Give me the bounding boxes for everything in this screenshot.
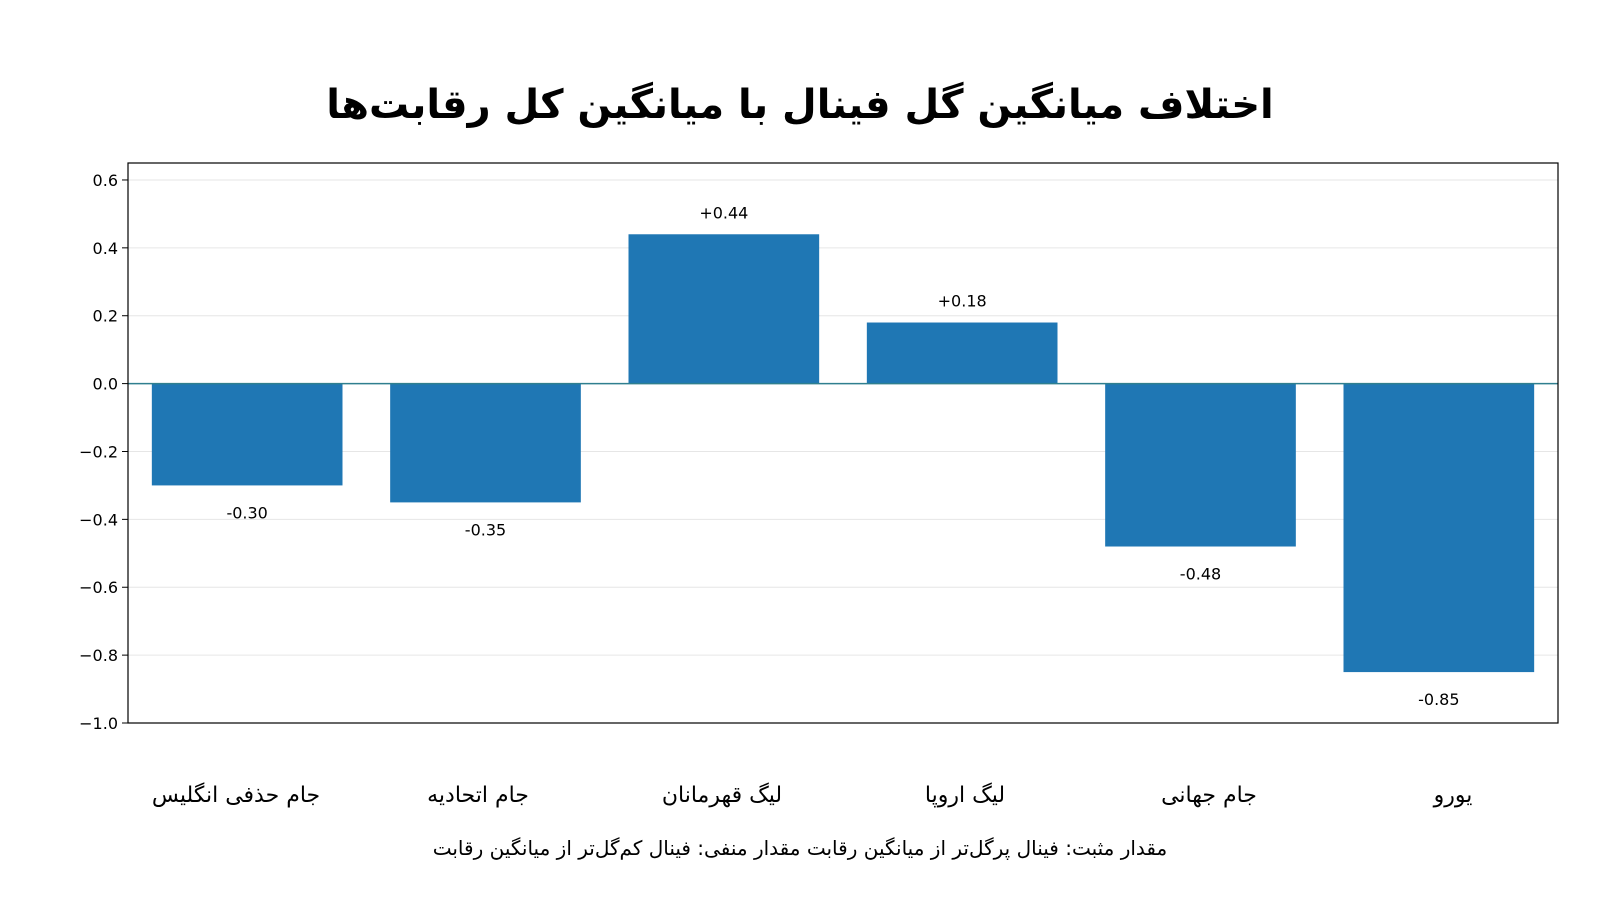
data-labels: -0.30 -0.35 +0.44 +0.18 -0.48 -0.85 bbox=[226, 203, 1459, 709]
category-label: لیگ قهرمانان bbox=[662, 782, 782, 808]
bar bbox=[390, 383, 581, 503]
y-tick-label: −0.8 bbox=[79, 646, 118, 665]
y-tick-label: −1.0 bbox=[79, 714, 118, 733]
bar bbox=[151, 383, 343, 486]
bar bbox=[1343, 383, 1535, 673]
y-tick-label: −0.2 bbox=[79, 442, 118, 461]
y-tick-label: −0.6 bbox=[79, 578, 118, 597]
y-tick-label: 0.4 bbox=[93, 239, 118, 258]
bar bbox=[1105, 383, 1296, 547]
bar bbox=[628, 234, 820, 384]
chart-title: اختلاف میانگین گل فینال با میانگین کل رق… bbox=[326, 81, 1274, 128]
x-axis-labels: جام حذفی انگلیس جام اتحادیه لیگ قهرمانان لی… bbox=[152, 782, 1473, 808]
bar-value-label: +0.18 bbox=[938, 292, 987, 311]
bar-value-label: -0.85 bbox=[1418, 690, 1459, 709]
bar-value-label: -0.48 bbox=[1180, 565, 1221, 584]
y-tick-label: 0.6 bbox=[93, 171, 118, 190]
y-tick-label: 0.2 bbox=[93, 307, 118, 326]
category-label: یورو bbox=[1433, 783, 1473, 808]
y-tick-label: 0.0 bbox=[93, 375, 118, 394]
category-label: جام حذفی انگلیس bbox=[152, 782, 320, 808]
y-tick-label: −0.4 bbox=[79, 510, 118, 529]
bar-value-label: +0.44 bbox=[699, 203, 748, 222]
plot-frame bbox=[127, 162, 1559, 724]
chart-note: مقدار مثبت: فینال پرگل‌تر از میانگین رقا… bbox=[433, 836, 1168, 861]
category-label: جام جهانی bbox=[1161, 783, 1257, 808]
bar-value-label: -0.30 bbox=[226, 503, 267, 522]
category-label: لیگ اروپا bbox=[925, 782, 1005, 808]
bars bbox=[151, 234, 1535, 673]
bar-value-label: -0.35 bbox=[465, 520, 506, 539]
category-label: جام اتحادیه bbox=[427, 783, 529, 808]
bar bbox=[866, 322, 1058, 384]
y-axis: 0.6 0.4 0.2 0.0 −0.2 −0.4 −0.6 −0.8 −1.0 bbox=[79, 171, 128, 733]
